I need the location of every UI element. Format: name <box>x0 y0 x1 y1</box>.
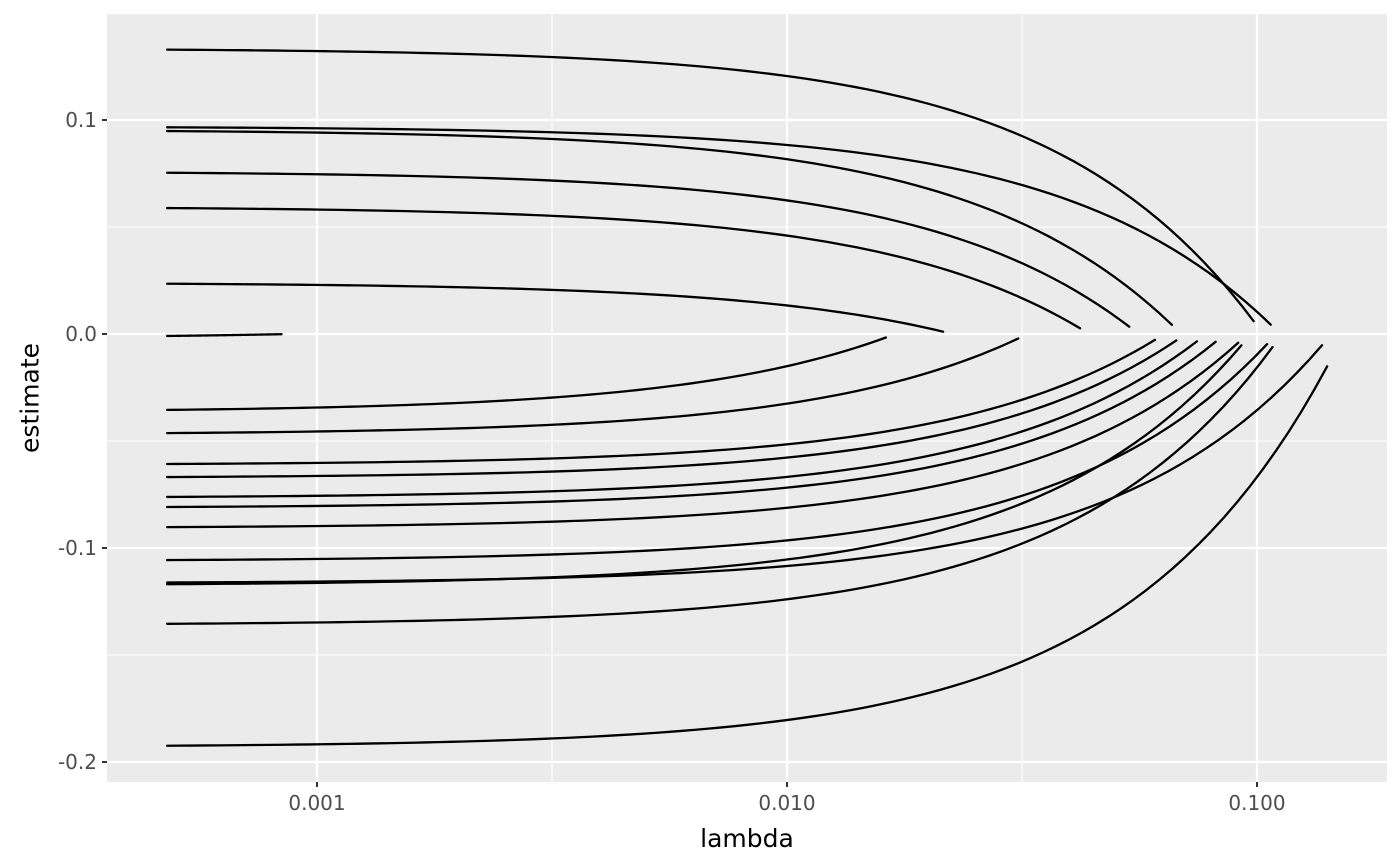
coefficient-path-term_05 <box>166 206 1082 330</box>
y-tick-label: -0.1 <box>57 536 97 560</box>
coefficient-path-term_01 <box>166 48 1255 323</box>
x-tick-label: 0.001 <box>288 791 346 815</box>
x-tick-label: 0.100 <box>1228 791 1286 815</box>
coefficient-path-term_06 <box>166 282 945 333</box>
coefficient-path-term_02 <box>166 126 1272 326</box>
plot-panel <box>107 14 1387 782</box>
coefficient-path-term_19 <box>166 365 1329 747</box>
y-axis-title: estimate <box>15 342 45 454</box>
coefficient-path-term_03 <box>166 129 1174 326</box>
x-tick-label: 0.010 <box>758 791 816 815</box>
x-axis-title: lambda <box>700 824 794 853</box>
coefficient-path-term_11 <box>166 339 1178 479</box>
coefficient-path-term_12 <box>166 340 1199 499</box>
coefficient-path-term_15 <box>166 343 1269 562</box>
coefficient-path-term_14 <box>166 341 1240 529</box>
coefficient-path-term_04 <box>166 171 1131 328</box>
coefficient-path-term_13 <box>166 340 1217 509</box>
y-tick-label: 0.0 <box>65 322 97 346</box>
x-tick-mark <box>786 782 788 787</box>
coefficient-path-term_17 <box>166 344 1243 586</box>
coefficient-path-term_10 <box>166 338 1157 466</box>
coefficient-path-term_07 <box>166 333 283 338</box>
coefficient-path-term_08 <box>166 336 888 412</box>
coefficient-path-term_16 <box>166 344 1324 584</box>
y-tick-mark <box>102 119 107 121</box>
y-tick-label: 0.1 <box>65 108 97 132</box>
y-tick-label: -0.2 <box>57 750 97 774</box>
coefficient-path-term_18 <box>166 345 1274 625</box>
y-tick-mark <box>102 333 107 335</box>
coefficient-path-term_09 <box>166 337 1020 435</box>
y-tick-mark <box>102 547 107 549</box>
y-tick-mark <box>102 761 107 763</box>
x-tick-mark <box>1256 782 1258 787</box>
x-tick-mark <box>316 782 318 787</box>
